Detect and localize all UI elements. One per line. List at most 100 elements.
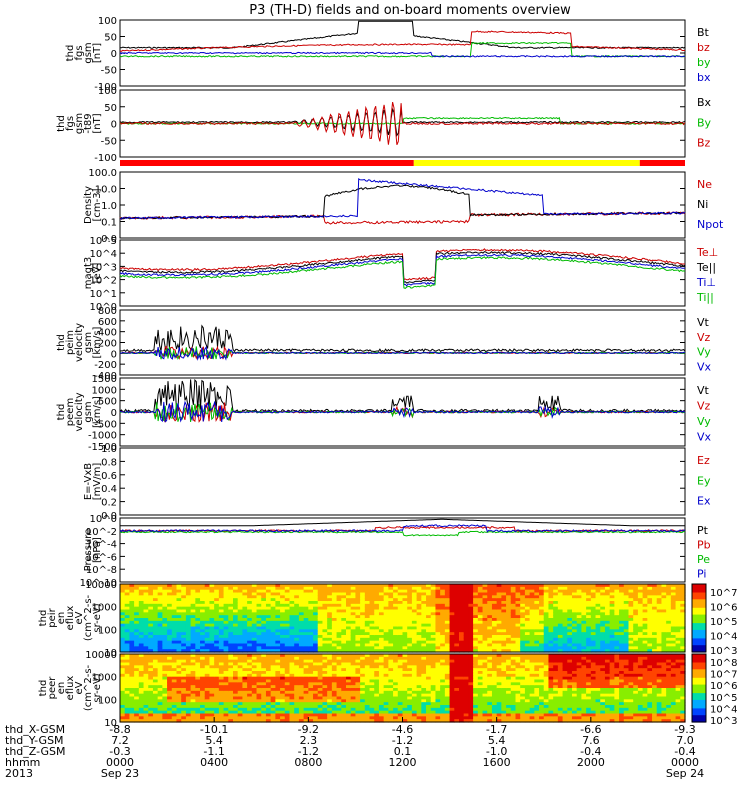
- heatmap-cell: [294, 659, 300, 664]
- heatmap-cell: [261, 656, 267, 661]
- heatmap-cell: [294, 618, 300, 622]
- heatmap-cell: [247, 710, 253, 715]
- heatmap-cell: [378, 654, 385, 658]
- heatmap-cell: [341, 603, 347, 608]
- heatmap-cell: [308, 609, 314, 613]
- heatmap-cell: [393, 713, 399, 717]
- heatmap-cell: [200, 676, 206, 681]
- heatmap-cell: [548, 601, 554, 605]
- heatmap-cell: [233, 595, 239, 599]
- heatmap-cell: [407, 584, 413, 588]
- heatmap-cell: [327, 618, 333, 622]
- heatmap-cell: [515, 649, 521, 653]
- heatmap-cell: [181, 659, 187, 664]
- heatmap-cell: [336, 656, 342, 661]
- heatmap-cell: [322, 665, 328, 669]
- heatmap-cell: [459, 637, 465, 642]
- heatmap-cell: [482, 584, 488, 588]
- heatmap-cell: [313, 693, 319, 698]
- heatmap-cell: [298, 679, 305, 683]
- heatmap-cell: [233, 646, 239, 650]
- series-line-te: [119, 251, 686, 284]
- heatmap-cell: [468, 601, 474, 605]
- heatmap-cell: [637, 589, 644, 594]
- heatmap-cell: [459, 673, 465, 678]
- legend-pi: Pi: [697, 568, 706, 581]
- heatmap-cell: [148, 702, 154, 706]
- heatmap-cell: [341, 685, 347, 689]
- heatmap-cell: [218, 690, 225, 695]
- heatmap-cell: [138, 716, 145, 720]
- heatmap-cell: [430, 656, 437, 661]
- heatmap-cell: [331, 668, 338, 672]
- heatmap-cell: [204, 671, 211, 675]
- heatmap-cell: [218, 659, 225, 664]
- heatmap-cell: [369, 654, 375, 658]
- heatmap-cell: [463, 620, 470, 625]
- heatmap-cell: [143, 719, 149, 723]
- heatmap-cell: [167, 623, 173, 628]
- heatmap-cell: [496, 623, 502, 628]
- heatmap-cell: [152, 659, 159, 664]
- heatmap-cell: [355, 637, 361, 642]
- heatmap-cell: [303, 595, 309, 599]
- heatmap-cell: [138, 702, 145, 706]
- heatmap-cell: [501, 606, 507, 611]
- heatmap-cell: [200, 710, 206, 715]
- heatmap-cell: [251, 606, 258, 611]
- legend-vt: Vt: [697, 316, 710, 329]
- heatmap-cell: [421, 649, 427, 653]
- heatmap-cell: [341, 598, 347, 602]
- heatmap-cell: [360, 659, 366, 664]
- heatmap-cell: [313, 603, 319, 608]
- heatmap-cell: [204, 673, 211, 678]
- heatmap-cell: [378, 623, 385, 628]
- heatmap-cell: [138, 696, 145, 700]
- heatmap-cell: [265, 702, 272, 706]
- heatmap-cell: [633, 598, 639, 602]
- heatmap-cell: [242, 598, 248, 602]
- heatmap-cell: [397, 584, 404, 588]
- heatmap-cell: [256, 716, 262, 720]
- heatmap-cell: [228, 584, 234, 588]
- heatmap-cell: [652, 595, 658, 599]
- legend-vx: Vx: [697, 360, 712, 373]
- heatmap-cell: [463, 643, 470, 647]
- heatmap-cell: [265, 615, 272, 619]
- heatmap-cell: [204, 589, 211, 594]
- heatmap-cell: [506, 643, 512, 647]
- heatmap-cell: [468, 699, 474, 703]
- heatmap-cell: [209, 671, 215, 675]
- heatmap-cell: [534, 646, 540, 650]
- heatmap-cell: [152, 654, 159, 658]
- heatmap-cell: [407, 598, 413, 602]
- heatmap-cell: [350, 629, 357, 633]
- heatmap-cell: [284, 637, 291, 642]
- heatmap-cell: [270, 643, 276, 647]
- heatmap-cell: [261, 662, 267, 666]
- heatmap-cell: [327, 673, 333, 678]
- heatmap-cell: [265, 589, 272, 594]
- heatmap-cell: [426, 620, 432, 625]
- heatmap-cell: [289, 592, 295, 596]
- heatmap-cell: [656, 601, 663, 605]
- heatmap-cell: [331, 685, 338, 689]
- heatmap-cell: [256, 690, 262, 695]
- heatmap-cell: [430, 719, 437, 723]
- heatmap-cell: [223, 665, 229, 669]
- heatmap-cell: [261, 668, 267, 672]
- heatmap-cell: [444, 713, 451, 717]
- heatmap-cell: [397, 635, 404, 639]
- heatmap-cell: [440, 671, 446, 675]
- heatmap-cell: [327, 685, 333, 689]
- heatmap-cell: [218, 705, 225, 709]
- heatmap-cell: [298, 640, 305, 645]
- heatmap-cell: [459, 586, 465, 591]
- heatmap-cell: [251, 693, 258, 698]
- heatmap-cell: [421, 656, 427, 661]
- heatmap-cell: [228, 626, 234, 630]
- heatmap-cell: [656, 618, 663, 622]
- heatmap-cell: [633, 623, 639, 628]
- heatmap-cell: [661, 646, 667, 650]
- heatmap-cell: [355, 673, 361, 678]
